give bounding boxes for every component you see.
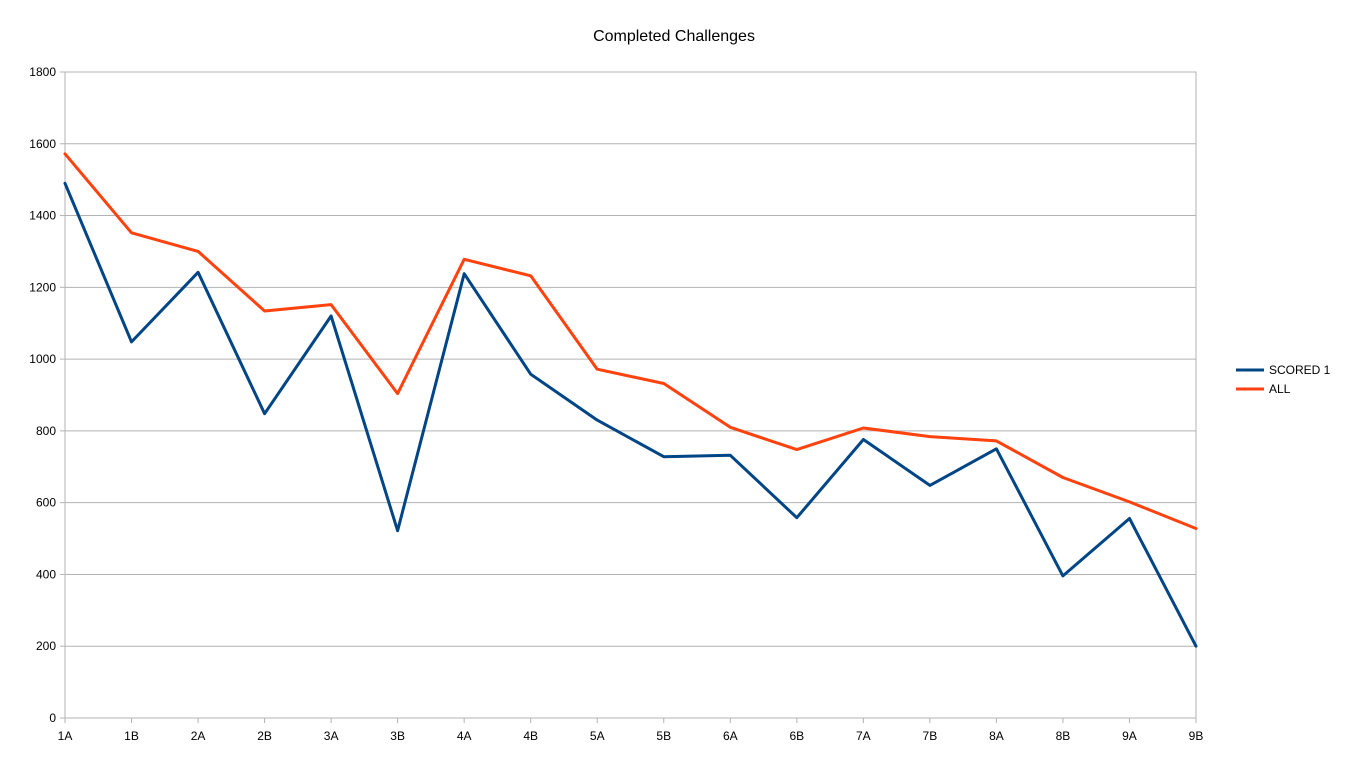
legend-label: SCORED 1 [1269, 363, 1331, 377]
x-tick-label: 8B [1056, 729, 1071, 743]
y-tick-label: 1200 [29, 280, 56, 294]
y-tick-label: 1600 [29, 137, 56, 151]
y-tick-label: 200 [36, 639, 56, 653]
x-tick-label: 9A [1122, 729, 1137, 743]
x-tick-label: 6A [723, 729, 738, 743]
x-tick-label: 1B [124, 729, 139, 743]
y-tick-label: 600 [36, 496, 56, 510]
series-line-scored-1 [63, 181, 1198, 648]
plot-area-border [64, 71, 1197, 719]
x-tick-label: 3A [324, 729, 339, 743]
y-tick-label: 1000 [29, 352, 56, 366]
x-tick-label: 4A [457, 729, 472, 743]
x-axis-ticks: 1A 1B 2A 2B 3A 3B 4A 4B 5A 5B 6A 6B 7A 7B 8A 8B 9A 9B [58, 718, 1204, 743]
x-tick-label: 2A [191, 729, 206, 743]
x-tick-label: 5A [590, 729, 605, 743]
chart-title: Completed Challenges [593, 28, 755, 45]
x-tick-label: 5B [656, 729, 671, 743]
x-tick-label: 9B [1189, 729, 1204, 743]
series-lines [63, 152, 1198, 648]
x-tick-label: 6B [789, 729, 804, 743]
y-axis-ticks: 0 200 400 600 800 1000 1200 1400 1600 1800 [29, 65, 65, 725]
y-tick-label: 0 [49, 711, 56, 725]
y-tick-label: 400 [36, 567, 56, 581]
axes [64, 71, 1197, 719]
gridlines [65, 71, 1196, 647]
series-line-all [63, 152, 1198, 530]
x-tick-label: 3B [390, 729, 405, 743]
x-tick-label: 4B [523, 729, 538, 743]
x-tick-label: 8A [989, 729, 1004, 743]
legend: SCORED 1 ALL [1236, 363, 1331, 396]
y-tick-label: 800 [36, 424, 56, 438]
legend-label: ALL [1269, 382, 1291, 396]
y-tick-label: 1400 [29, 209, 56, 223]
y-tick-label: 1800 [29, 65, 56, 79]
x-tick-label: 7A [856, 729, 871, 743]
x-tick-label: 7B [923, 729, 938, 743]
x-tick-label: 2B [257, 729, 272, 743]
x-tick-label: 1A [58, 729, 73, 743]
